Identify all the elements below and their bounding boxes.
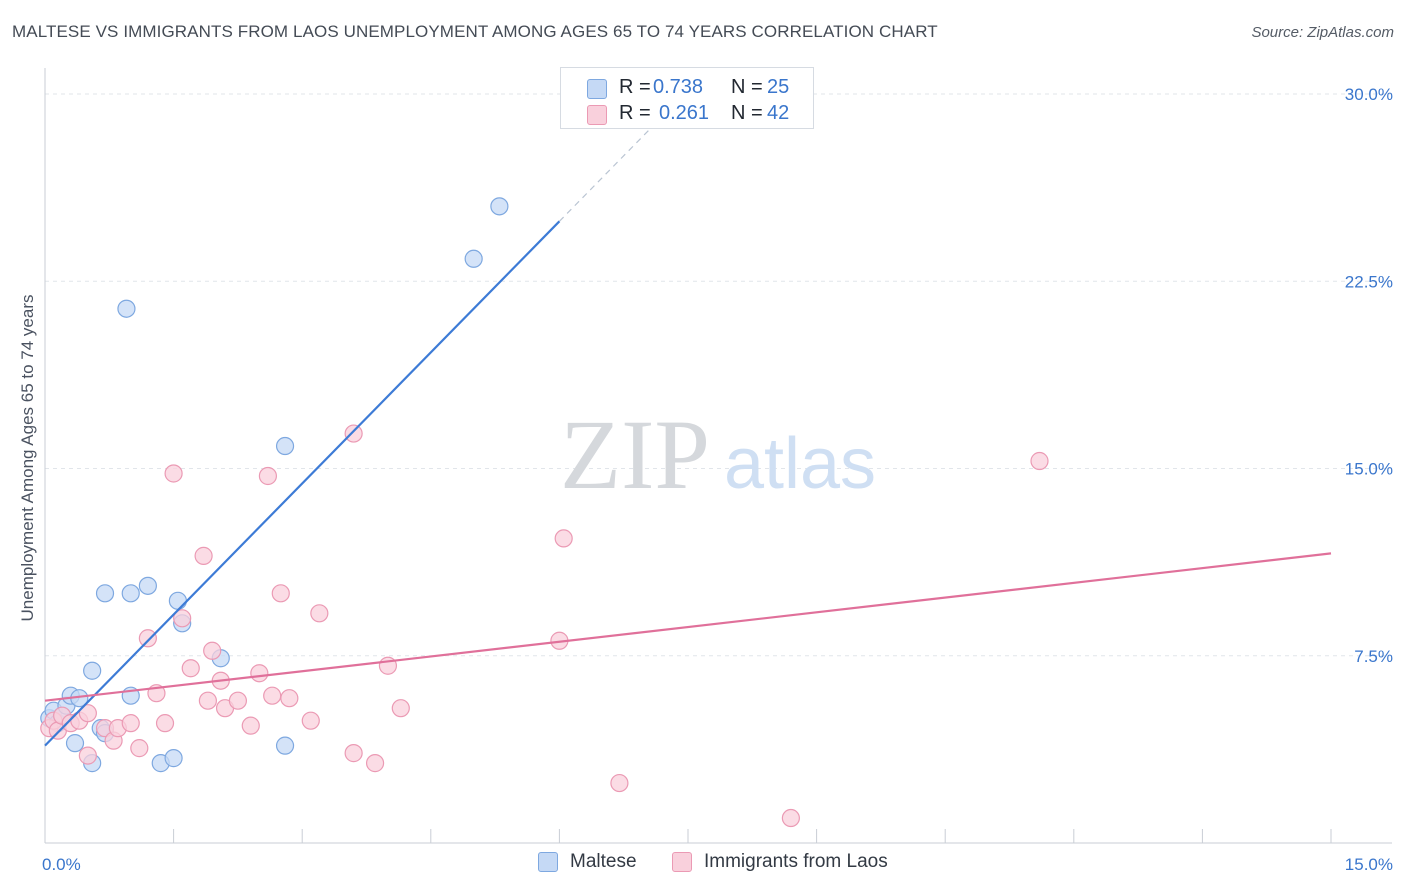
maltese-point xyxy=(275,736,295,755)
maltese-point xyxy=(121,584,140,603)
n-value-maltese: 25 xyxy=(767,76,790,98)
n-label: N = xyxy=(731,76,763,98)
source-credit: Source: ZipAtlas.com xyxy=(1251,24,1394,41)
laos-point xyxy=(271,584,290,603)
x-tick-label-max: 15.0% xyxy=(1345,855,1393,874)
maltese-point xyxy=(490,197,509,216)
y-tick-label: 22.5% xyxy=(1345,272,1393,291)
laos-trend-line xyxy=(44,552,1332,702)
watermark-atlas: atlas xyxy=(724,424,876,504)
laos-point xyxy=(194,546,213,565)
y-tick-label: 15.0% xyxy=(1345,460,1393,479)
laos-legend-swatch xyxy=(672,852,692,872)
chart-title: MALTESE VS IMMIGRANTS FROM LAOS UNEMPLOY… xyxy=(12,22,938,41)
laos-point xyxy=(280,689,299,708)
legend-label-laos: Immigrants from Laos xyxy=(704,851,888,872)
laos-point xyxy=(78,746,97,765)
y-tick-label: 30.0% xyxy=(1345,85,1393,104)
laos-point xyxy=(610,773,629,793)
grid-lines xyxy=(45,93,1392,657)
maltese-point xyxy=(164,749,183,768)
laos-point xyxy=(781,808,800,828)
maltese-swatch xyxy=(587,79,607,99)
stats-legend: R = 0.738 N = 25 R = 0.261 N = 42 xyxy=(560,67,814,129)
laos-point xyxy=(301,711,320,730)
watermark-zip: ZIP xyxy=(560,399,710,510)
r-value-laos: 0.261 xyxy=(659,102,710,124)
r-label: R = xyxy=(619,102,651,124)
n-value-laos: 42 xyxy=(767,102,790,124)
laos-point xyxy=(554,529,573,548)
laos-point xyxy=(250,664,269,683)
x-tick-label-min: 0.0% xyxy=(42,855,81,874)
laos-point xyxy=(164,464,183,483)
laos-point xyxy=(241,716,260,735)
laos-point xyxy=(391,699,410,718)
laos-point xyxy=(228,691,247,710)
laos-point xyxy=(310,604,329,623)
maltese-legend-swatch xyxy=(538,852,558,872)
legend-label-maltese: Maltese xyxy=(570,851,637,872)
maltese-point xyxy=(65,734,85,753)
maltese-point xyxy=(464,249,483,268)
laos-point xyxy=(181,659,200,678)
maltese-point xyxy=(117,299,136,318)
n-label: N = xyxy=(731,102,763,124)
laos-point xyxy=(344,744,363,763)
laos-point xyxy=(78,704,97,723)
maltese-point xyxy=(275,436,295,456)
laos-point xyxy=(138,629,157,648)
laos-point xyxy=(1030,451,1049,471)
laos-point xyxy=(130,739,149,758)
maltese-point xyxy=(138,576,157,595)
laos-point xyxy=(263,686,282,705)
laos-swatch xyxy=(587,105,607,125)
maltese-point xyxy=(83,661,102,680)
laos-point xyxy=(155,714,175,733)
r-value-maltese: 0.738 xyxy=(653,76,704,98)
data-points xyxy=(40,197,1049,828)
laos-point xyxy=(365,754,385,773)
tick-labels: 7.5% 15.0% 22.5% 30.0% 0.0% 15.0% xyxy=(42,85,1393,874)
maltese-trend-line xyxy=(44,220,561,747)
laos-point xyxy=(344,424,363,443)
r-label: R = xyxy=(619,76,651,98)
maltese-point xyxy=(168,591,187,610)
laos-point xyxy=(198,691,217,710)
y-axis-label: Unemployment Among Ages 65 to 74 years xyxy=(18,294,37,622)
laos-point xyxy=(121,714,140,733)
y-tick-label: 7.5% xyxy=(1354,647,1393,666)
maltese-point xyxy=(95,584,115,603)
laos-point xyxy=(173,609,192,628)
laos-point xyxy=(203,641,222,660)
laos-point xyxy=(258,466,278,486)
